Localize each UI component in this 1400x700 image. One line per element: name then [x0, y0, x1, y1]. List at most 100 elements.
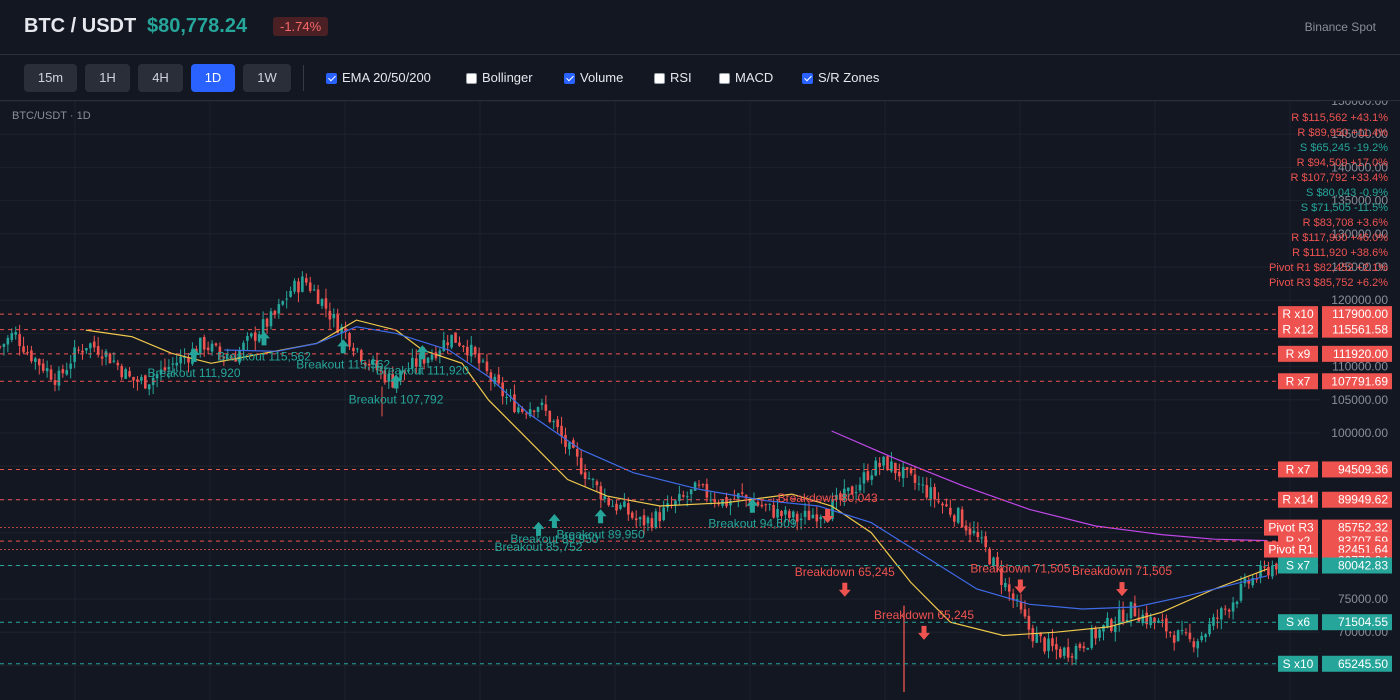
candle-body	[281, 301, 285, 305]
candle-body	[57, 370, 61, 386]
bollinger-toggle[interactable]: Bollinger	[466, 71, 533, 87]
breakout-label: Breakout 111,920	[376, 363, 469, 377]
candle-body	[634, 518, 638, 521]
candle-body	[858, 484, 862, 491]
candle-body	[375, 360, 379, 371]
candle-body	[583, 472, 587, 479]
candle-body	[803, 510, 807, 517]
candle-body	[929, 487, 933, 499]
price-axis-label-bg	[1322, 519, 1392, 536]
candle-body	[85, 348, 88, 351]
rsi-checkbox[interactable]	[654, 73, 665, 84]
y-tick-label: 150000.00	[1331, 101, 1388, 108]
sr-zones-checkbox[interactable]	[802, 73, 813, 84]
volume-checkbox[interactable]	[564, 73, 575, 84]
candle-body	[1066, 647, 1070, 658]
breakout-arrow-icon	[548, 513, 561, 528]
ema-toggle[interactable]: EMA 20/50/200	[326, 71, 431, 87]
candle-body	[799, 518, 803, 521]
breakdown-arrow-icon	[1014, 579, 1027, 594]
candle-body	[1271, 565, 1274, 577]
timeframe-1h-button[interactable]: 1H	[85, 64, 130, 92]
sr-zones-toggle[interactable]: S/R Zones	[802, 71, 879, 87]
candle-body	[14, 332, 18, 335]
timeframe-1d-button[interactable]: 1D	[191, 64, 235, 92]
level-tag-bg	[1278, 461, 1318, 478]
level-list-item: Pivot R3 $85,752 +6.2%	[1269, 277, 1388, 289]
level-list-item: S $80,043 -0.9%	[1306, 187, 1388, 199]
candle-body	[882, 456, 885, 466]
candle-body	[348, 333, 351, 347]
candle-body	[198, 337, 202, 354]
candle-body	[682, 495, 685, 497]
candle-body	[1165, 618, 1168, 632]
price-chart[interactable]: 150000.00 145000.00 140000.00 135000.00 1300…	[0, 101, 1400, 700]
candle-body	[324, 298, 328, 309]
candle-body	[407, 369, 410, 372]
candle-body	[387, 373, 391, 382]
macd-toggle[interactable]: MACD	[719, 71, 773, 87]
candle-body	[265, 318, 269, 327]
timeframe-4h-button[interactable]: 4H	[138, 64, 183, 92]
price-axis-label: 65245.50	[1338, 657, 1388, 671]
candle-body	[890, 461, 893, 472]
candle-body	[725, 497, 728, 507]
timeframe-1w-button[interactable]: 1W	[243, 64, 291, 92]
price-axis-label-bg	[1322, 655, 1392, 672]
candle-body	[1168, 632, 1172, 634]
candle-body	[956, 507, 960, 523]
candle-body	[269, 311, 273, 327]
candle-body	[1047, 638, 1050, 651]
candle-body	[187, 357, 190, 363]
ema20-line	[85, 319, 1268, 637]
candle-body	[242, 342, 245, 351]
candle-body	[795, 513, 799, 522]
y-tick-label: 100000.00	[1331, 426, 1388, 440]
candle-body	[713, 499, 717, 503]
candle-body	[941, 503, 944, 506]
timeframe-15m-button[interactable]: 15m	[24, 64, 77, 92]
level-tag-bg	[1278, 491, 1318, 508]
ema-checkbox[interactable]	[326, 73, 337, 84]
candle-body	[544, 404, 548, 411]
candle-body	[505, 397, 508, 399]
rsi-toggle[interactable]: RSI	[654, 71, 692, 87]
breakdown-label: Breakdown 65,245	[874, 608, 974, 622]
candle-body	[1216, 617, 1219, 619]
candle-body	[1239, 583, 1243, 601]
ema-toggle-label: EMA 20/50/200	[342, 70, 431, 85]
candle-body	[650, 518, 654, 528]
candle-body	[379, 370, 383, 372]
candle-body	[831, 499, 834, 520]
y-tick-label: 125000.00	[1331, 260, 1388, 274]
macd-checkbox[interactable]	[719, 73, 730, 84]
candle-body	[238, 350, 241, 363]
breakdown-label: Breakdown 65,245	[795, 565, 895, 579]
candle-body	[744, 495, 748, 499]
candle-body	[740, 492, 744, 494]
candle-body	[776, 509, 779, 518]
candle-body	[1102, 625, 1105, 632]
toolbar: 15m 1H 4H 1D 1W EMA 20/50/200 Bollinger …	[0, 55, 1400, 101]
candle-body	[411, 357, 414, 369]
level-list-item: R $111,920 +38.6%	[1292, 247, 1388, 259]
candle-body	[183, 357, 186, 359]
candle-body	[791, 511, 795, 518]
level-tag: S x10	[1283, 657, 1314, 671]
candle-body	[619, 504, 622, 509]
breakdown-arrow-icon	[918, 625, 930, 640]
volume-toggle[interactable]: Volume	[564, 71, 623, 87]
candle-body	[760, 504, 764, 507]
bollinger-checkbox[interactable]	[466, 73, 477, 84]
exchange-label: Binance Spot	[1304, 20, 1376, 34]
macd-toggle-label: MACD	[735, 70, 774, 85]
candle-body	[18, 334, 21, 347]
ema200-line	[831, 430, 1268, 542]
level-tag: R x9	[1286, 347, 1311, 361]
candle-body	[1184, 632, 1188, 634]
candle-body	[1157, 620, 1160, 623]
candle-body	[308, 282, 312, 291]
candle-body	[532, 410, 536, 412]
level-tag-bg	[1278, 321, 1318, 338]
breakout-arrow-icon	[532, 521, 545, 536]
